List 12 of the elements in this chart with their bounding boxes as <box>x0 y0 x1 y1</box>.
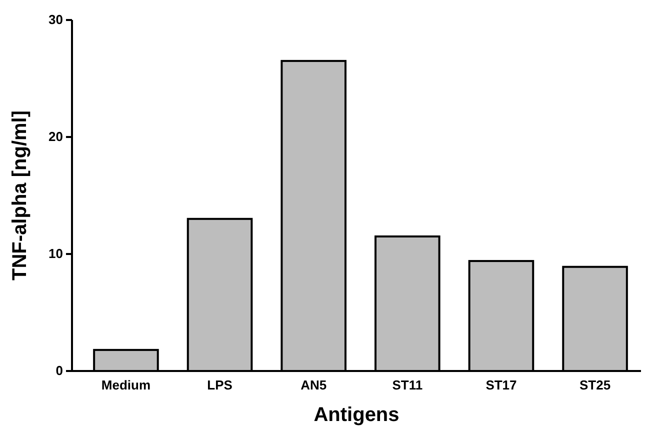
x-tick-label: ST17 <box>486 378 517 393</box>
x-tick-label: Medium <box>101 378 151 393</box>
y-axis-title: TNF-alpha [ng/ml] <box>9 110 31 280</box>
x-tick-label: ST11 <box>392 378 423 393</box>
y-tick-label: 0 <box>56 363 63 378</box>
y-tick-label: 30 <box>48 12 63 28</box>
x-tick-label: ST25 <box>579 378 611 393</box>
x-axis-title: Antigens <box>314 404 400 426</box>
y-tick-label: 20 <box>48 129 63 144</box>
x-tick-label: AN5 <box>300 378 327 393</box>
x-tick-label: LPS <box>207 378 233 393</box>
y-tick-label: 10 <box>48 246 63 262</box>
